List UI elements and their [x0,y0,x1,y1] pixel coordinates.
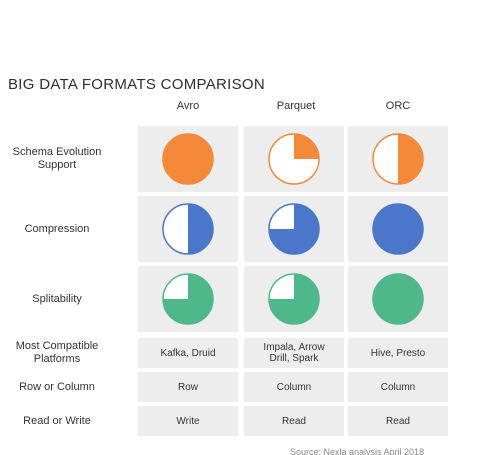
roworcol-parquet-text: Column [276,381,312,393]
cell-readwrite-orc: Read [348,406,448,436]
cell-platforms-orc: Hive, Presto [348,338,448,368]
compression-orc-pie-icon [372,203,424,255]
column-header-orc: ORC [385,100,411,112]
pie-fill [398,134,423,184]
row-label-compression: Compression [24,222,90,235]
cell-splitability-avro [138,266,238,332]
readwrite-avro-text: Write [176,415,200,427]
schema-avro-pie-icon [162,133,214,185]
cell-roworcol-parquet: Column [244,372,344,402]
pie-fill [163,134,213,184]
row-label-read-or-write: Read or Write [23,414,91,427]
cell-compression-parquet [244,196,344,262]
cell-splitability-orc [348,266,448,332]
pie-fill [269,204,319,254]
slide-title: BIG DATA FORMATS COMPARISON [8,76,266,93]
splitability-avro-pie-icon [162,273,214,325]
schema-parquet-pie-icon [268,133,320,185]
compression-parquet-pie-icon [268,203,320,255]
row-label-schema-evolution: Schema Evolution Support [12,146,102,171]
pie-fill [269,274,319,324]
platforms-avro-text: Kafka, Druid [160,347,216,359]
roworcol-orc-text: Column [380,381,416,393]
pie-fill [294,134,319,159]
row-label-row-or-column: Row or Column [19,380,95,393]
compression-avro-pie-icon [162,203,214,255]
pie-fill [373,274,423,324]
cell-roworcol-orc: Column [348,372,448,402]
readwrite-parquet-text: Read [282,415,306,427]
cell-compression-avro [138,196,238,262]
cell-readwrite-avro: Write [138,406,238,436]
source-note: Source: Nexla analysis April 2018 [290,447,425,455]
platforms-orc-text: Hive, Presto [370,347,426,359]
readwrite-orc-text: Read [386,415,410,427]
pie-fill [163,274,213,324]
column-header-avro: Avro [176,100,200,112]
cell-schema-parquet [244,126,344,192]
column-header-parquet: Parquet [276,100,316,112]
cell-roworcol-avro: Row [138,372,238,402]
cell-splitability-parquet [244,266,344,332]
splitability-parquet-pie-icon [268,273,320,325]
cell-schema-avro [138,126,238,192]
cell-platforms-avro: Kafka, Druid [138,338,238,368]
platforms-parquet-text: Impala, Arrow Drill, Spark [263,342,325,364]
cell-readwrite-parquet: Read [244,406,344,436]
cell-platforms-parquet: Impala, Arrow Drill, Spark [244,338,344,368]
cell-compression-orc [348,196,448,262]
row-label-splitability: Splitability [32,292,82,305]
row-label-platforms: Most Compatible Platforms [15,340,99,365]
cell-schema-orc [348,126,448,192]
pie-fill [373,204,423,254]
schema-orc-pie-icon [372,133,424,185]
roworcol-avro-text: Row [177,381,198,393]
pie-fill [188,204,213,254]
splitability-orc-pie-icon [372,273,424,325]
